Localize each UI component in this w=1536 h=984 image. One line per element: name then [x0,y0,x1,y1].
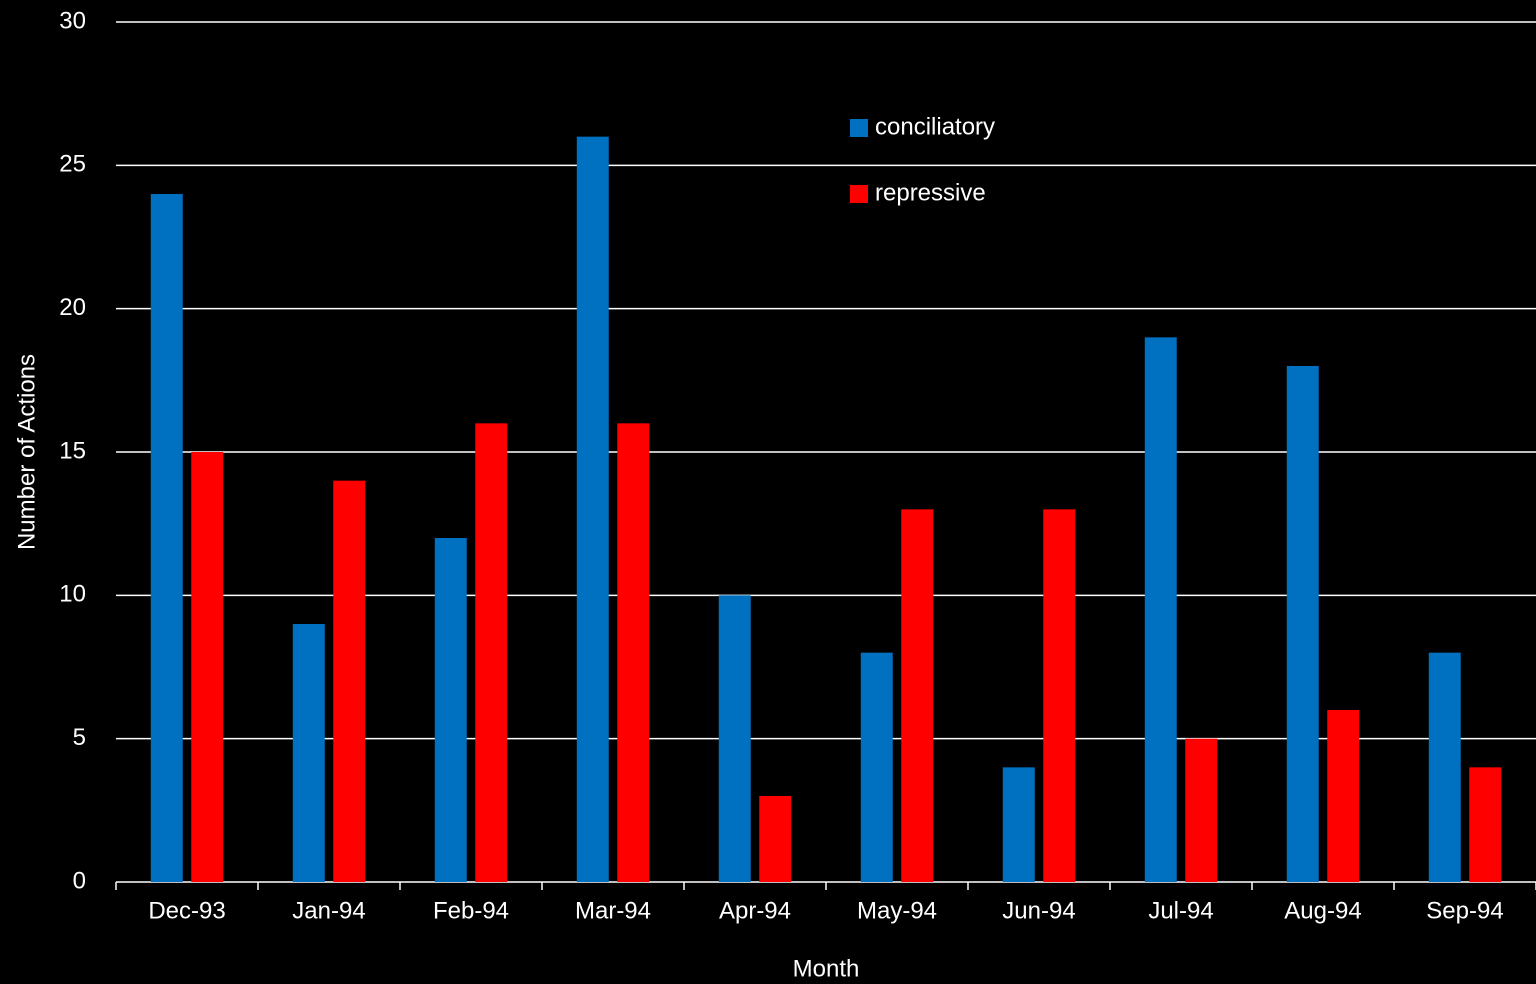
bar [718,595,751,882]
bar [1428,652,1461,882]
bar [576,136,609,882]
bar [292,624,325,882]
x-axis-label: Month [793,955,860,982]
x-tick-label: Dec-93 [148,897,225,924]
x-tick-label: Mar-94 [575,897,651,924]
y-axis-label: Number of Actions [13,354,40,550]
bar [617,423,650,882]
y-tick-label: 25 [59,151,86,178]
bar [1185,738,1218,882]
bar [1144,337,1177,882]
bar [333,480,366,882]
legend-swatch [850,185,868,203]
bar [475,423,508,882]
x-tick-label: Aug-94 [1284,897,1361,924]
x-tick-label: Jun-94 [1002,897,1075,924]
legend-label: repressive [875,179,986,206]
bar [1469,767,1502,882]
y-tick-label: 10 [59,581,86,608]
legend-label: conciliatory [875,113,995,140]
bar [1286,366,1319,882]
bar [1002,767,1035,882]
y-tick-label: 30 [59,7,86,34]
x-tick-label: Feb-94 [433,897,509,924]
x-tick-label: Sep-94 [1426,897,1503,924]
x-tick-label: Jan-94 [292,897,365,924]
x-tick-label: May-94 [857,897,937,924]
y-tick-label: 20 [59,294,86,321]
y-tick-label: 0 [73,867,86,894]
bar [1327,710,1360,882]
bar [150,194,183,882]
bar [191,452,224,882]
bar [901,509,934,882]
x-tick-label: Jul-94 [1148,897,1213,924]
bar [1043,509,1076,882]
bar [434,538,467,882]
legend-swatch [850,119,868,137]
bar [860,652,893,882]
y-tick-label: 5 [73,724,86,751]
bar [759,796,792,882]
x-tick-label: Apr-94 [719,897,791,924]
y-tick-label: 15 [59,437,86,464]
